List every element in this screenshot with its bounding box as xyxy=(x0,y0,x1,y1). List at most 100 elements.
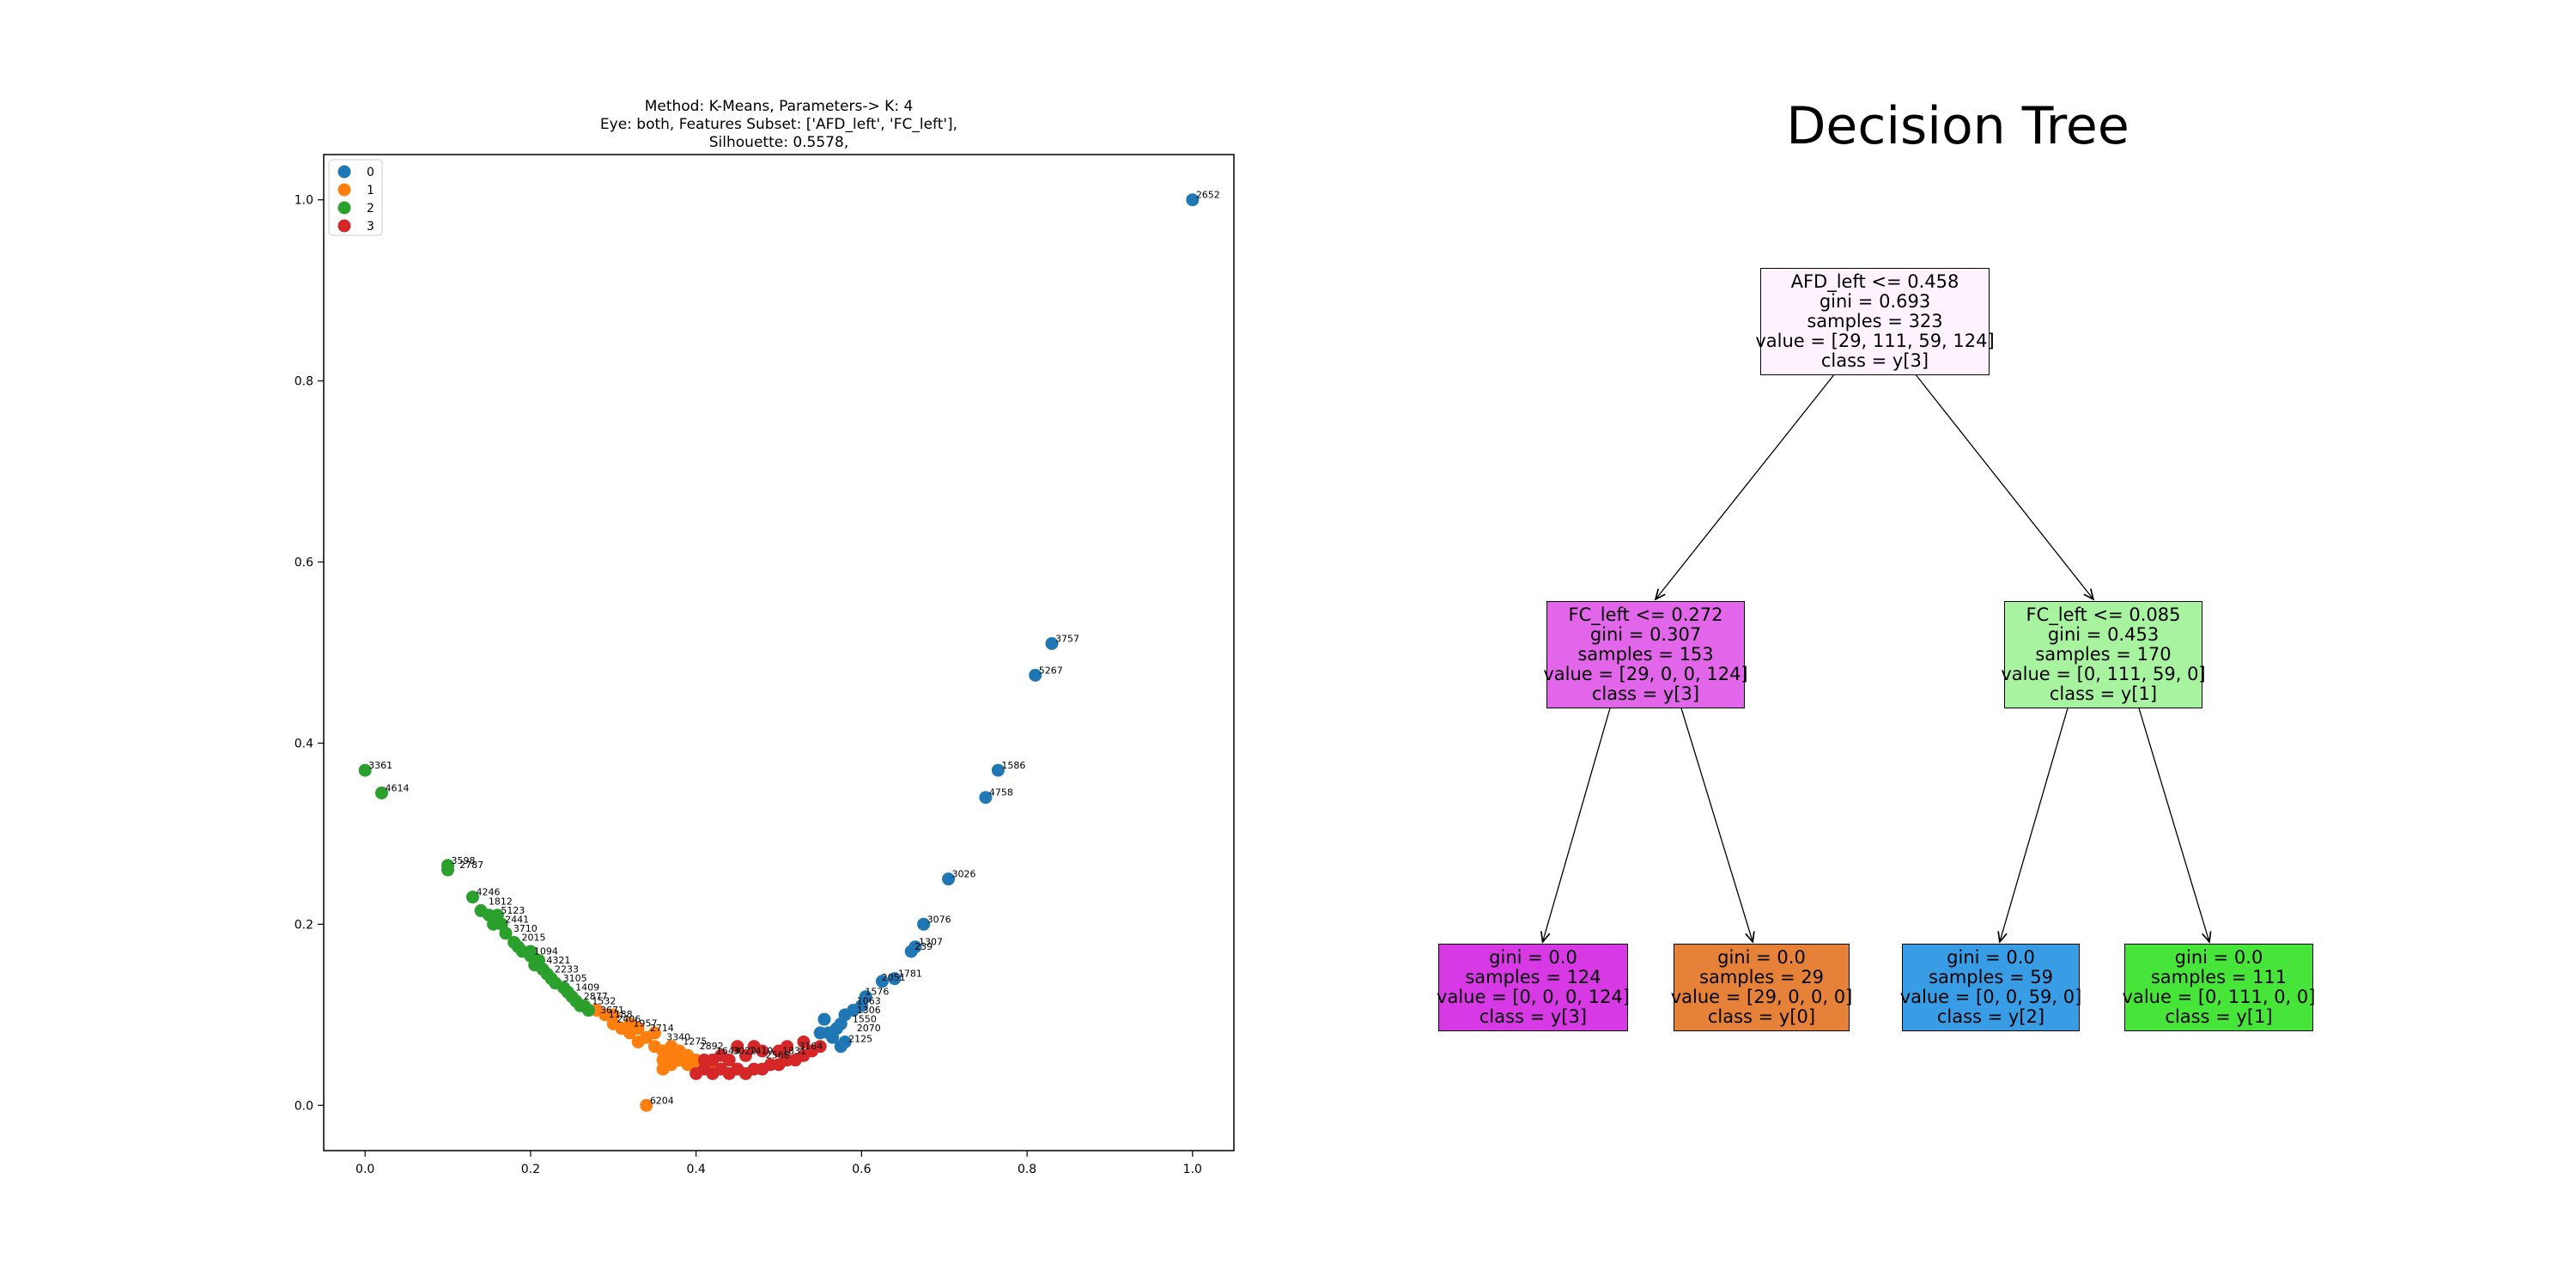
legend-marker xyxy=(337,219,351,233)
legend-label: 1 xyxy=(367,184,374,197)
point-label: 1063 xyxy=(857,995,881,1006)
cluster-3-point xyxy=(813,1040,827,1054)
cluster-2-point xyxy=(499,927,513,940)
tree-node-line: gini = 0.0 xyxy=(2174,947,2263,968)
tree-node-line: value = [0, 111, 0, 0] xyxy=(2122,987,2316,1007)
point-label: 3076 xyxy=(927,914,951,925)
point-label: 1781 xyxy=(898,969,922,980)
point-label: 1094 xyxy=(534,945,558,957)
y-tick-label: 0.6 xyxy=(295,556,313,570)
y-tick-label: 0.8 xyxy=(295,375,313,389)
cluster-0-point xyxy=(834,1040,848,1054)
tree-node-line: value = [0, 0, 0, 124] xyxy=(1437,987,1630,1007)
tree-node-line: class = y[3] xyxy=(1479,1006,1588,1027)
y-tick-label: 0.0 xyxy=(295,1099,313,1113)
tree-node-leaf-2: gini = 0.0 samples = 29 value = [29, 0, 0,… xyxy=(1671,944,1852,1031)
tree-edge xyxy=(1656,374,1834,599)
tree-node-line: FC_left <= 0.085 xyxy=(2026,605,2181,625)
point-label: 1419 xyxy=(749,1045,773,1056)
point-label: 2070 xyxy=(857,1023,881,1034)
tree-node-line: value = [0, 0, 59, 0] xyxy=(1899,987,2082,1007)
cluster-1-point xyxy=(656,1054,670,1067)
tree-node-line: samples = 153 xyxy=(1577,644,1714,665)
cluster-0-point xyxy=(1029,668,1042,682)
cluster-1-point xyxy=(647,1040,661,1054)
point-label: 4614 xyxy=(385,782,409,793)
point-label: 5267 xyxy=(1039,665,1063,676)
legend-marker xyxy=(337,201,351,215)
cluster-0-point xyxy=(817,1012,831,1026)
cluster-2-point xyxy=(532,954,546,968)
plot-frame xyxy=(323,154,1235,1151)
tree-node-line: samples = 124 xyxy=(1465,967,1601,987)
point-label: 1643 xyxy=(716,1045,740,1056)
tree-edge xyxy=(2138,708,2209,942)
tree-edge xyxy=(1680,708,1753,942)
cluster-1-point xyxy=(640,1098,653,1112)
legend-marker xyxy=(337,183,351,197)
point-label: 2441 xyxy=(505,914,529,925)
cluster-0-point xyxy=(904,945,918,958)
point-label: 2125 xyxy=(848,1034,872,1045)
cluster-2-point xyxy=(581,1004,595,1018)
cluster-1-point xyxy=(606,1017,620,1030)
scatter-title-line: Silhouette: 0.5578, xyxy=(709,134,848,151)
cluster-1-point xyxy=(665,1040,678,1054)
x-tick-label: 0.6 xyxy=(852,1163,871,1176)
point-label: 1306 xyxy=(857,1005,881,1016)
point-label: 2051 xyxy=(882,972,906,983)
cluster-3-point xyxy=(747,1040,761,1054)
point-label: 4758 xyxy=(989,787,1013,799)
cluster-3-point xyxy=(781,1040,794,1054)
decision-tree-figure: Decision Tree AFD_left <= 0.458 gini = 0.… xyxy=(1340,0,2576,1288)
tree-edge xyxy=(1543,708,1611,942)
y-tick-label: 1.0 xyxy=(295,194,313,208)
cluster-1-point xyxy=(623,1017,637,1030)
legend-marker xyxy=(337,165,351,179)
tree-node-line: gini = 0.0 xyxy=(1947,947,2035,968)
cluster-0-point xyxy=(813,1026,827,1040)
tree-node-line: gini = 0.693 xyxy=(1819,291,1931,312)
point-label: 2233 xyxy=(555,963,579,975)
tree-node-line: class = y[0] xyxy=(1707,1006,1816,1027)
point-label: 4246 xyxy=(476,887,500,898)
cluster-0-point xyxy=(1045,636,1059,650)
point-label: 3105 xyxy=(563,973,587,984)
x-tick-label: 0.8 xyxy=(1018,1163,1036,1176)
tree-edge xyxy=(2000,708,2069,942)
legend-label: 3 xyxy=(367,220,374,234)
point-label: 2787 xyxy=(459,860,483,871)
tree-node-line: value = [0, 111, 59, 0] xyxy=(2001,664,2206,684)
scatter-title-line: Method: K-Means, Parameters-> K: 4 xyxy=(645,98,914,115)
tree-node-line: FC_left <= 0.272 xyxy=(1568,605,1723,625)
cluster-1-point xyxy=(656,1062,670,1076)
point-label: 3164 xyxy=(799,1041,823,1052)
point-label: 3022 xyxy=(732,1045,756,1056)
point-label: 3710 xyxy=(513,923,538,934)
point-label: 2015 xyxy=(521,932,545,943)
tree-node-leaf-1: gini = 0.0 samples = 124 value = [0, 0, 0,… xyxy=(1437,944,1630,1031)
tree-node-line: samples = 29 xyxy=(1699,967,1824,987)
point-label: 6204 xyxy=(650,1095,674,1106)
point-label: 2892 xyxy=(700,1041,724,1052)
cluster-0-point xyxy=(917,917,931,931)
point-label: 1409 xyxy=(575,981,599,993)
x-tick-label: 0.2 xyxy=(521,1163,540,1176)
point-label: 1550 xyxy=(853,1013,877,1024)
cluster-3-point xyxy=(738,1048,752,1062)
tree-node-line: samples = 59 xyxy=(1929,967,2053,987)
point-label: 2406 xyxy=(617,1013,641,1024)
legend-label: 2 xyxy=(367,202,374,216)
tree-node-line: gini = 0.307 xyxy=(1589,624,1702,645)
point-label: 1812 xyxy=(489,896,513,907)
tree-node-line: class = y[1] xyxy=(2049,683,2158,704)
tree-node-line: class = y[1] xyxy=(2165,1006,2273,1027)
tree-node-line: samples = 323 xyxy=(1807,311,1943,331)
point-label: 3340 xyxy=(666,1031,690,1042)
point-label: 3598 xyxy=(452,855,476,866)
point-label: 239 xyxy=(914,941,933,952)
legend-box xyxy=(328,159,383,236)
tree-node-line: class = y[3] xyxy=(1591,683,1700,704)
y-tick-label: 0.4 xyxy=(295,737,313,750)
